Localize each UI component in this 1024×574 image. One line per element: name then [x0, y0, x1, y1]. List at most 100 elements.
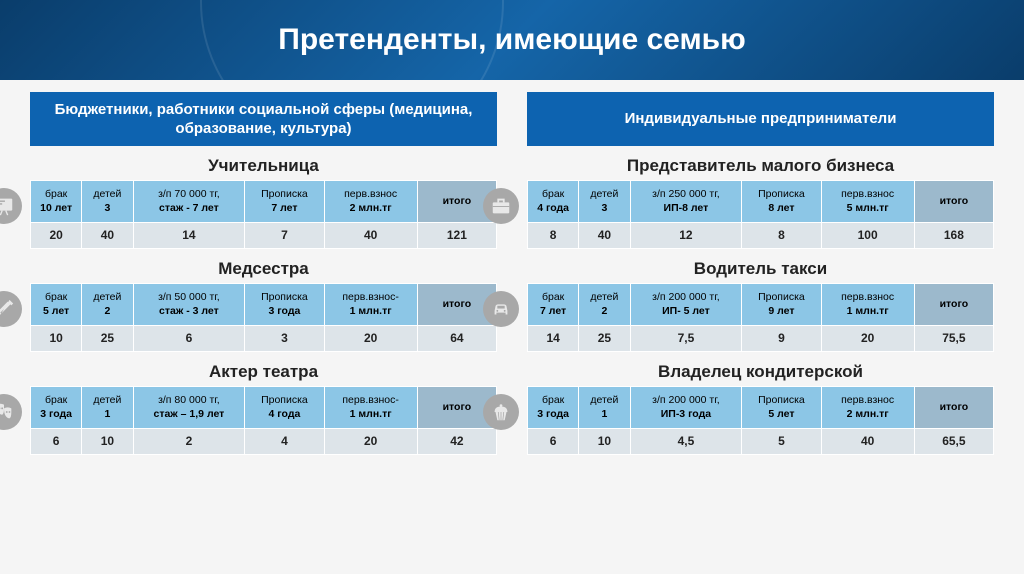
score-cell: 42 [417, 429, 496, 455]
score-cell: 12 [630, 223, 742, 249]
score-table: брак3 годадетей1з/п 200 000 тг,ИП-3 года… [527, 386, 994, 455]
col-header: брак4 года [528, 181, 579, 223]
score-cell: 6 [31, 429, 82, 455]
col-header: брак5 лет [31, 284, 82, 326]
score-section: Медсестра брак5 летдетей2з/п 50 000 тг,ст… [30, 259, 497, 352]
score-cell: 40 [579, 223, 630, 249]
score-table: брак3 годадетей1з/п 80 000 тг,стаж – 1,9… [30, 386, 497, 455]
score-cell: 10 [31, 326, 82, 352]
score-section: Водитель такси брак7 летдетей2з/п 200 000… [527, 259, 994, 352]
section-title: Медсестра [30, 259, 497, 279]
score-table: брак5 летдетей2з/п 50 000 тг,стаж - 3 ле… [30, 283, 497, 352]
score-cell: 20 [31, 223, 82, 249]
section-title: Учительница [30, 156, 497, 176]
col-header: з/п 50 000 тг,стаж - 3 лет [133, 284, 245, 326]
score-cell: 8 [528, 223, 579, 249]
col-header: детей2 [579, 284, 630, 326]
score-cell: 40 [324, 223, 417, 249]
col-header: итого [914, 387, 993, 429]
col-header: з/п 200 000 тг,ИП-3 года [630, 387, 742, 429]
col-header: итого [914, 181, 993, 223]
col-header: Прописка8 лет [742, 181, 821, 223]
score-section: Учительница брак10 летдетей3з/п 70 000 тг… [30, 156, 497, 249]
score-table: брак10 летдетей3з/п 70 000 тг,стаж - 7 л… [30, 180, 497, 249]
score-table: брак4 годадетей3з/п 250 000 тг,ИП-8 летП… [527, 180, 994, 249]
score-cell: 75,5 [914, 326, 993, 352]
score-section: Владелец кондитерской брак3 годадетей1з/п… [527, 362, 994, 455]
score-cell: 20 [821, 326, 914, 352]
score-cell: 20 [324, 429, 417, 455]
score-cell: 14 [528, 326, 579, 352]
left-column-header: Бюджетники, работники социальной сферы (… [30, 92, 497, 146]
col-header: Прописка9 лет [742, 284, 821, 326]
right-column: Индивидуальные предприниматели Представи… [527, 92, 994, 455]
content-area: Бюджетники, работники социальной сферы (… [0, 80, 1024, 455]
score-section: Актер театра брак3 годадетей1з/п 80 000 т… [30, 362, 497, 455]
col-header: Прописка5 лет [742, 387, 821, 429]
board-icon [0, 188, 22, 224]
section-title: Актер театра [30, 362, 497, 382]
col-header: детей1 [579, 387, 630, 429]
score-cell: 25 [579, 326, 630, 352]
col-header: детей1 [82, 387, 133, 429]
col-header: брак3 года [31, 387, 82, 429]
car-icon [483, 291, 519, 327]
score-table: брак7 летдетей2з/п 200 000 тг,ИП- 5 летП… [527, 283, 994, 352]
page-header: Претенденты, имеющие семью [0, 0, 1024, 80]
briefcase-icon [483, 188, 519, 224]
col-header: перв.взнос2 млн.тг [324, 181, 417, 223]
page-title: Претенденты, имеющие семью [278, 23, 745, 57]
score-section: Представитель малого бизнеса брак4 годаде… [527, 156, 994, 249]
syringe-icon [0, 291, 22, 327]
section-title: Представитель малого бизнеса [527, 156, 994, 176]
col-header: итого [914, 284, 993, 326]
score-cell: 168 [914, 223, 993, 249]
left-column: Бюджетники, работники социальной сферы (… [30, 92, 497, 455]
col-header: перв.взнос2 млн.тг [821, 387, 914, 429]
score-cell: 6 [133, 326, 245, 352]
score-cell: 25 [82, 326, 133, 352]
col-header: перв.взнос-1 млн.тг [324, 387, 417, 429]
col-header: брак7 лет [528, 284, 579, 326]
cupcake-icon [483, 394, 519, 430]
col-header: з/п 80 000 тг,стаж – 1,9 лет [133, 387, 245, 429]
col-header: брак10 лет [31, 181, 82, 223]
right-column-header: Индивидуальные предприниматели [527, 92, 994, 146]
masks-icon [0, 394, 22, 430]
col-header: перв.взнос-1 млн.тг [324, 284, 417, 326]
col-header: Прописка3 года [245, 284, 324, 326]
col-header: з/п 250 000 тг,ИП-8 лет [630, 181, 742, 223]
col-header: брак3 года [528, 387, 579, 429]
score-cell: 5 [742, 429, 821, 455]
score-cell: 10 [579, 429, 630, 455]
score-cell: 6 [528, 429, 579, 455]
col-header: детей3 [82, 181, 133, 223]
score-cell: 4,5 [630, 429, 742, 455]
score-cell: 7 [245, 223, 324, 249]
score-cell: 9 [742, 326, 821, 352]
score-cell: 65,5 [914, 429, 993, 455]
score-cell: 2 [133, 429, 245, 455]
score-cell: 7,5 [630, 326, 742, 352]
score-cell: 8 [742, 223, 821, 249]
col-header: детей2 [82, 284, 133, 326]
section-title: Владелец кондитерской [527, 362, 994, 382]
score-cell: 100 [821, 223, 914, 249]
col-header: детей3 [579, 181, 630, 223]
score-cell: 10 [82, 429, 133, 455]
col-header: з/п 70 000 тг,стаж - 7 лет [133, 181, 245, 223]
score-cell: 3 [245, 326, 324, 352]
col-header: перв.взнос5 млн.тг [821, 181, 914, 223]
col-header: Прописка4 года [245, 387, 324, 429]
section-title: Водитель такси [527, 259, 994, 279]
col-header: перв.взнос1 млн.тг [821, 284, 914, 326]
col-header: з/п 200 000 тг,ИП- 5 лет [630, 284, 742, 326]
score-cell: 40 [821, 429, 914, 455]
score-cell: 20 [324, 326, 417, 352]
score-cell: 40 [82, 223, 133, 249]
col-header: Прописка7 лет [245, 181, 324, 223]
score-cell: 121 [417, 223, 496, 249]
score-cell: 4 [245, 429, 324, 455]
score-cell: 64 [417, 326, 496, 352]
score-cell: 14 [133, 223, 245, 249]
